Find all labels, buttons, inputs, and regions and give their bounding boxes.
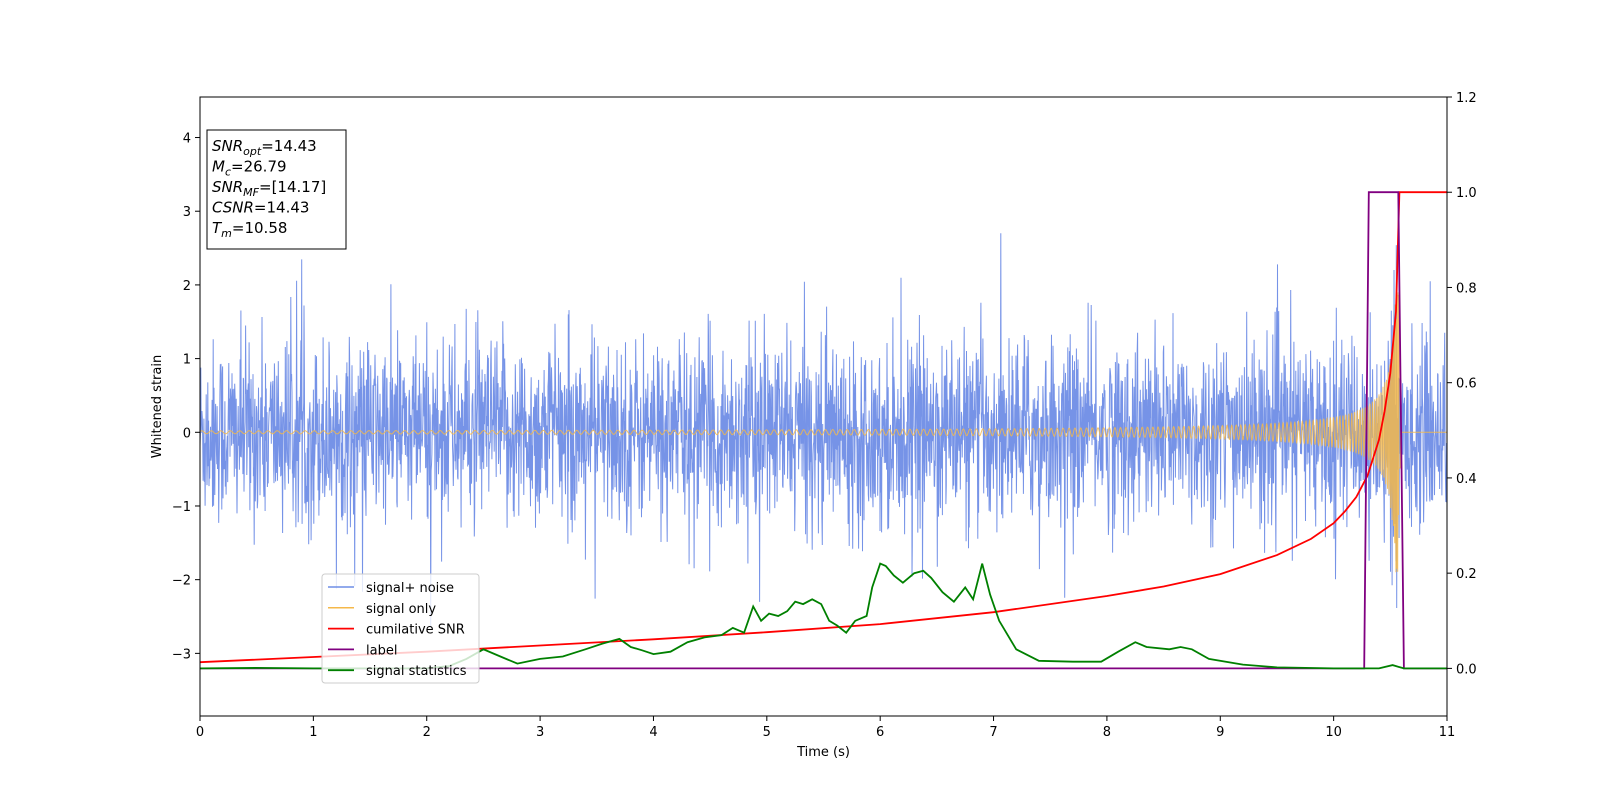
x-tick-label: 11: [1439, 725, 1456, 740]
y-tick-label: 1: [183, 353, 191, 368]
x-tick-label: 7: [989, 725, 997, 740]
y-tick-label: 4: [183, 132, 191, 147]
y2-tick-label: 0.6: [1456, 377, 1477, 392]
plot-frame: [199, 96, 1448, 717]
x-tick-label: 8: [1103, 725, 1111, 740]
y-axis-label: Whitened strain: [150, 355, 165, 458]
info-box-line: CSNR=14.43: [212, 199, 309, 217]
x-tick-label: 6: [876, 725, 884, 740]
series-cumulative-snr: [200, 191, 1447, 664]
series-signal-statistics: [200, 562, 1447, 670]
legend-label: signal statistics: [366, 664, 467, 679]
x-tick-label: 1: [309, 725, 317, 740]
info-box-line: SNRopt=14.43: [212, 137, 317, 158]
series-signal-plus-noise: [200, 233, 1447, 628]
y-tick-label: 3: [183, 205, 191, 220]
y2-tick-label: 0.8: [1456, 281, 1477, 296]
y-tick-label: −1: [172, 500, 191, 515]
x-tick-label: 5: [763, 725, 771, 740]
info-box-line: Tm=10.58: [212, 219, 287, 240]
y-axis-left: −3 −2 −1 0 1 2 3 4: [172, 132, 200, 662]
y2-tick-label: 0.4: [1456, 472, 1477, 487]
x-tick-label: 10: [1325, 725, 1342, 740]
plot-series-layer: [200, 191, 1447, 670]
y-tick-label: −2: [172, 574, 191, 589]
legend-label: cumilative SNR: [366, 623, 465, 638]
y2-tick-label: 1.0: [1456, 186, 1477, 201]
y-tick-label: 0: [183, 426, 191, 441]
y2-tick-label: 0.0: [1456, 662, 1477, 677]
x-tick-label: 4: [649, 725, 657, 740]
x-tick-label: 2: [423, 725, 431, 740]
x-tick-label: 3: [536, 725, 544, 740]
y2-tick-label: 1.2: [1456, 91, 1477, 106]
legend-label: signal+ noise: [366, 581, 454, 596]
x-tick-label: 9: [1216, 725, 1224, 740]
y-tick-label: 2: [183, 279, 191, 294]
info-box: SNRopt=14.43Mc=26.79SNRMF=[14.17]CSNR=14…: [206, 129, 347, 250]
info-box-line: SNRMF=[14.17]: [212, 178, 326, 199]
legend-label: signal only: [366, 602, 436, 617]
y-tick-label: −3: [172, 647, 191, 662]
x-axis: 0 1 2 3 4 5 6 7 8 9 10 11: [196, 716, 1455, 740]
series-signal-only: [200, 292, 1447, 573]
x-axis-label: Time (s): [796, 745, 850, 760]
info-box-line: Mc=26.79: [212, 158, 287, 179]
legend: signal+ noise signal only cumilative SNR la…: [321, 573, 480, 684]
y2-tick-label: 0.2: [1456, 567, 1477, 582]
y-axis-right: 0.0 0.2 0.4 0.6 0.8 1.0 1.2: [1447, 91, 1477, 677]
x-tick-label: 0: [196, 725, 204, 740]
legend-label: label: [366, 643, 397, 658]
